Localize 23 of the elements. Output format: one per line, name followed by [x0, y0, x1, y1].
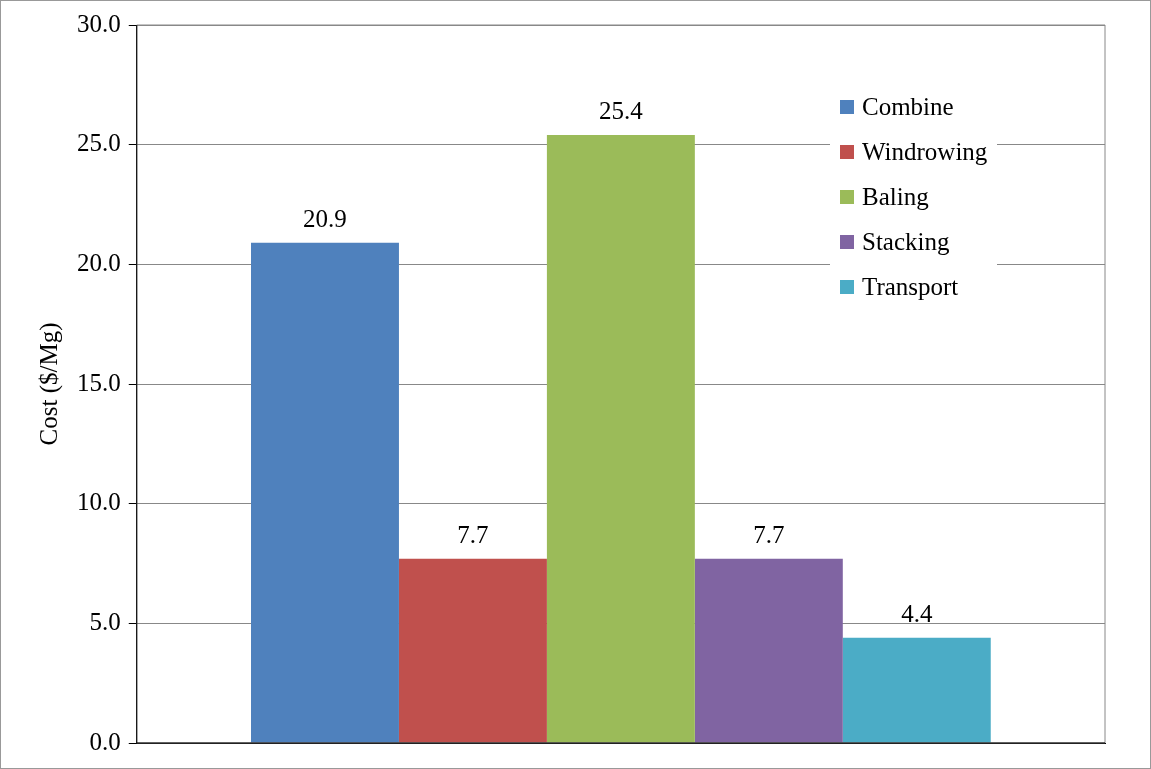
y-axis-title: Cost ($/Mg)	[34, 322, 63, 446]
y-tick-label: 5.0	[89, 607, 121, 635]
legend-label: Stacking	[862, 227, 950, 257]
legend-label: Transport	[862, 272, 959, 302]
bar	[546, 135, 695, 743]
y-tick-label: 0.0	[89, 727, 121, 755]
legend-label: Baling	[862, 182, 929, 212]
y-tick-label: 20.0	[77, 248, 121, 276]
legend-label: Windrowing	[862, 137, 988, 167]
legend-label: Combine	[862, 92, 954, 122]
data-label: 25.4	[599, 97, 644, 125]
data-label: 20.9	[303, 204, 347, 232]
y-tick-label: 30.0	[77, 9, 121, 37]
bar	[251, 242, 399, 743]
data-label: 7.7	[457, 520, 489, 548]
bar	[694, 558, 843, 743]
y-tick-label: 15.0	[77, 368, 121, 396]
data-label: 7.7	[753, 520, 785, 548]
bar	[398, 558, 547, 743]
bar	[842, 637, 991, 743]
y-tick-label: 10.0	[77, 488, 121, 516]
y-tick-label: 25.0	[77, 129, 121, 157]
data-label: 4.4	[901, 599, 933, 627]
